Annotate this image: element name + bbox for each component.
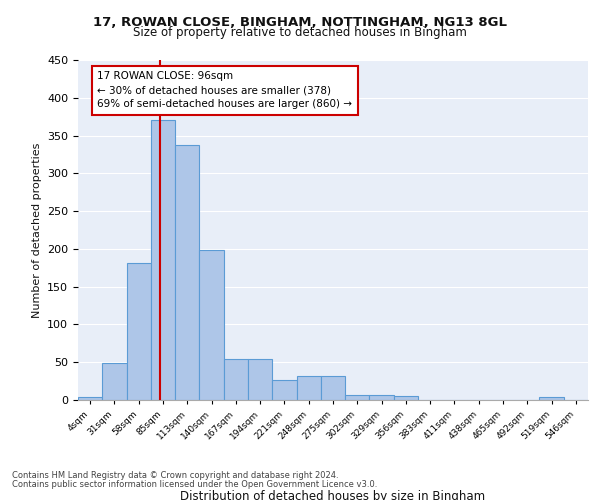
Text: 17, ROWAN CLOSE, BINGHAM, NOTTINGHAM, NG13 8GL: 17, ROWAN CLOSE, BINGHAM, NOTTINGHAM, NG… [93,16,507,29]
Text: 17 ROWAN CLOSE: 96sqm
← 30% of detached houses are smaller (378)
69% of semi-det: 17 ROWAN CLOSE: 96sqm ← 30% of detached … [97,72,352,110]
Bar [248,359,272,400]
Bar [272,380,296,400]
Bar [370,396,394,400]
Bar [127,263,151,400]
Bar [345,396,370,400]
Y-axis label: Number of detached properties: Number of detached properties [32,142,41,318]
Text: Size of property relative to detached houses in Bingham: Size of property relative to detached ho… [133,26,467,39]
Bar [321,376,345,400]
Text: Contains HM Land Registry data © Crown copyright and database right 2024.: Contains HM Land Registry data © Crown c… [12,471,338,480]
X-axis label: Distribution of detached houses by size in Bingham: Distribution of detached houses by size … [181,490,485,500]
Bar [102,363,127,400]
Bar [224,359,248,400]
Bar [151,120,175,400]
Bar [539,397,564,400]
Bar [175,144,199,400]
Bar [78,397,102,400]
Text: Contains public sector information licensed under the Open Government Licence v3: Contains public sector information licen… [12,480,377,489]
Bar [199,250,224,400]
Bar [296,376,321,400]
Bar [394,396,418,400]
